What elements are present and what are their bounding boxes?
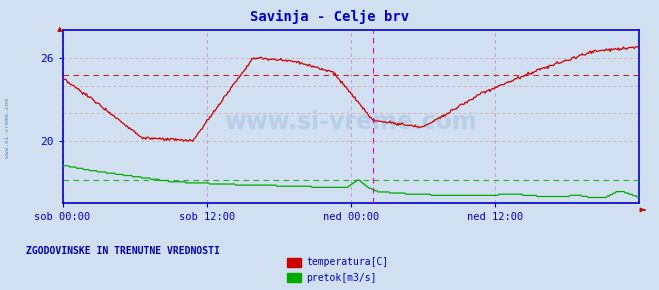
Text: temperatura[C]: temperatura[C] bbox=[306, 258, 389, 267]
Text: pretok[m3/s]: pretok[m3/s] bbox=[306, 273, 377, 282]
Text: ZGODOVINSKE IN TRENUTNE VREDNOSTI: ZGODOVINSKE IN TRENUTNE VREDNOSTI bbox=[26, 246, 220, 256]
Text: www.si-vreme.com: www.si-vreme.com bbox=[5, 98, 11, 157]
Text: www.si-vreme.com: www.si-vreme.com bbox=[225, 110, 477, 134]
Text: Savinja - Celje brv: Savinja - Celje brv bbox=[250, 10, 409, 24]
